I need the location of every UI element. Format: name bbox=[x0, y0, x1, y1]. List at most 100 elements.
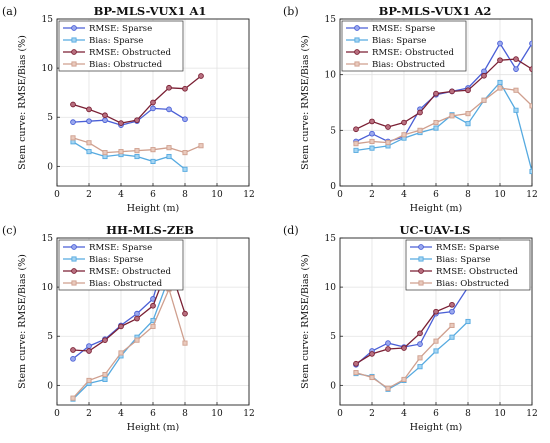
legend-marker bbox=[354, 61, 360, 67]
x-tick-label: 0 bbox=[54, 190, 60, 200]
x-tick-label: 4 bbox=[401, 409, 407, 419]
x-tick-label: 0 bbox=[54, 409, 60, 419]
x-tick-label: 2 bbox=[86, 190, 92, 200]
y-tick-label: 15 bbox=[325, 234, 337, 244]
x-tick-label: 0 bbox=[337, 409, 343, 419]
data-point bbox=[465, 121, 471, 127]
data-point bbox=[385, 140, 391, 146]
data-point bbox=[134, 148, 140, 154]
legend-label: Bias: Sparse bbox=[89, 36, 143, 46]
data-point bbox=[385, 124, 391, 130]
data-point bbox=[182, 116, 188, 123]
data-point bbox=[182, 340, 188, 346]
data-point bbox=[166, 106, 172, 113]
data-point bbox=[182, 85, 188, 92]
legend-marker bbox=[418, 256, 424, 262]
data-point bbox=[86, 106, 92, 113]
legend-marker bbox=[71, 268, 77, 274]
series-line bbox=[355, 81, 532, 172]
data-point bbox=[433, 90, 439, 97]
data-point bbox=[102, 150, 108, 156]
y-axis-label: Stem curve: RMSE/Bias (%) bbox=[300, 35, 311, 170]
y-tick-label: 0 bbox=[47, 381, 53, 391]
data-point bbox=[529, 168, 532, 175]
y-axis-label: Stem curve: RMSE/Bias (%) bbox=[17, 35, 28, 170]
x-axis-label: Height (m) bbox=[127, 422, 179, 433]
data-point bbox=[513, 56, 519, 62]
data-point bbox=[182, 166, 188, 172]
x-tick-label: 12 bbox=[526, 190, 537, 200]
data-point bbox=[134, 117, 140, 124]
legend: RMSE: Sparse Bias: Sparse RMSE: Obstructed… bbox=[58, 239, 184, 291]
x-tick-label: 8 bbox=[465, 409, 471, 419]
x-tick-label: 10 bbox=[211, 409, 223, 419]
data-point bbox=[401, 345, 407, 351]
legend-box bbox=[58, 239, 184, 291]
data-point bbox=[353, 141, 359, 147]
data-point bbox=[102, 117, 108, 124]
y-tick-label: 15 bbox=[42, 234, 54, 244]
data-point bbox=[353, 370, 359, 376]
legend-marker bbox=[418, 268, 424, 274]
data-point bbox=[369, 130, 375, 137]
y-tick-label: 5 bbox=[47, 113, 53, 123]
data-point bbox=[465, 111, 471, 117]
data-point bbox=[70, 101, 76, 108]
y-tick-label: 15 bbox=[42, 15, 54, 25]
panel-letter: (d) bbox=[283, 224, 299, 237]
panel-1: (a) BP-MLS-VUX1 A1 0 2 4 6 8 10 12 0 5 10 15 Height (… bbox=[2, 4, 255, 214]
y-tick-label: 5 bbox=[330, 126, 336, 136]
y-axis-label: Stem curve: RMSE/Bias (%) bbox=[300, 254, 311, 389]
data-point bbox=[134, 337, 140, 343]
legend-box bbox=[405, 239, 531, 291]
data-point bbox=[86, 149, 92, 155]
panel-letter: (c) bbox=[2, 224, 17, 237]
data-point bbox=[513, 66, 519, 72]
data-point bbox=[481, 97, 487, 103]
y-tick-label: 0 bbox=[330, 381, 336, 391]
legend-label: RMSE: Sparse bbox=[372, 24, 435, 34]
legend-label: Bias: Sparse bbox=[436, 255, 490, 265]
x-tick-label: 6 bbox=[433, 409, 439, 419]
legend: RMSE: Sparse Bias: Sparse RMSE: Obstructed… bbox=[58, 20, 184, 72]
data-point bbox=[118, 149, 124, 155]
data-point bbox=[433, 338, 439, 344]
legend-label: RMSE: Obstructed bbox=[89, 48, 171, 58]
legend-label: RMSE: Obstructed bbox=[436, 267, 518, 277]
series-3 bbox=[70, 73, 204, 126]
x-tick-label: 0 bbox=[337, 190, 343, 200]
data-point bbox=[417, 341, 423, 347]
y-tick-label: 0 bbox=[330, 182, 336, 192]
legend-marker bbox=[71, 256, 77, 262]
x-tick-label: 12 bbox=[526, 409, 537, 419]
legend-marker bbox=[71, 61, 77, 67]
y-tick-label: 10 bbox=[42, 64, 54, 74]
data-point bbox=[401, 119, 407, 126]
data-point bbox=[353, 126, 359, 133]
data-point bbox=[166, 84, 172, 91]
legend-label: RMSE: Sparse bbox=[89, 243, 152, 253]
x-tick-label: 12 bbox=[243, 409, 254, 419]
legend-label: Bias: Sparse bbox=[89, 255, 143, 265]
data-point bbox=[529, 103, 532, 109]
data-point bbox=[513, 87, 519, 93]
legend-marker bbox=[71, 25, 77, 31]
data-point bbox=[134, 315, 140, 322]
y-axis-label: Stem curve: RMSE/Bias (%) bbox=[17, 254, 28, 389]
legend-marker bbox=[71, 37, 77, 43]
data-point bbox=[70, 119, 76, 125]
data-point bbox=[150, 158, 156, 164]
legend-label: Bias: Sparse bbox=[372, 36, 426, 46]
legend-box bbox=[341, 20, 467, 72]
x-tick-label: 8 bbox=[182, 190, 188, 200]
data-point bbox=[182, 310, 188, 317]
y-tick-label: 5 bbox=[330, 332, 336, 342]
series-line bbox=[72, 75, 202, 124]
y-tick-label: 10 bbox=[42, 283, 54, 293]
data-point bbox=[369, 138, 375, 145]
data-point bbox=[198, 73, 204, 79]
data-point bbox=[102, 371, 108, 378]
x-tick-label: 4 bbox=[118, 409, 124, 419]
data-point bbox=[369, 351, 375, 357]
